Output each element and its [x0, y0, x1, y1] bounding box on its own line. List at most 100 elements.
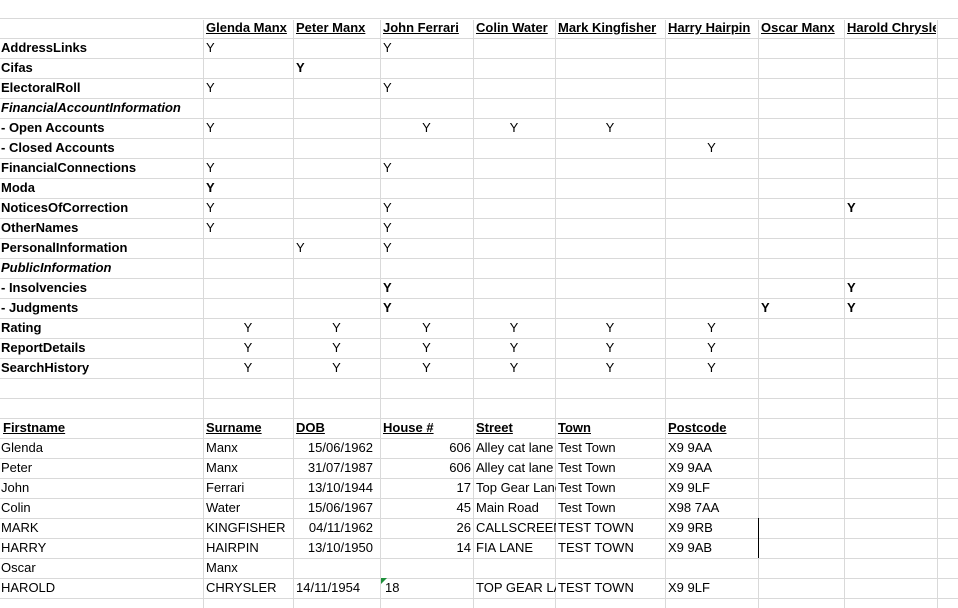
cell-flag[interactable]: Y: [422, 360, 431, 375]
person-header[interactable]: Harold Chrysler: [847, 20, 936, 35]
address-cell[interactable]: 45: [456, 500, 471, 515]
cell-flag[interactable]: Y: [206, 200, 215, 215]
person-header[interactable]: Harry Hairpin: [668, 20, 751, 35]
cell-flag[interactable]: Y: [243, 360, 253, 375]
row-label[interactable]: NoticesOfCorrection: [1, 200, 129, 215]
address-cell[interactable]: Manx: [206, 440, 238, 455]
cell-flag[interactable]: Y: [383, 160, 392, 175]
cell-flag[interactable]: Y: [605, 340, 615, 355]
address-header[interactable]: Surname: [206, 420, 262, 435]
address-cell[interactable]: X98 7AA: [668, 500, 720, 515]
address-cell[interactable]: 15/06/1962: [307, 440, 373, 455]
address-cell[interactable]: X9 9LF: [668, 580, 710, 595]
cell-flag[interactable]: Y: [422, 120, 431, 135]
cell-flag[interactable]: Y: [422, 320, 431, 335]
cell-flag[interactable]: Y: [383, 240, 392, 255]
address-header[interactable]: Postcode: [668, 420, 727, 435]
cell-flag[interactable]: Y: [707, 140, 716, 155]
cell-flag[interactable]: Y: [707, 360, 716, 375]
address-header[interactable]: House #: [383, 420, 434, 435]
row-label[interactable]: FinancialConnections: [1, 160, 137, 175]
person-header[interactable]: Colin Water: [476, 20, 548, 35]
row-label[interactable]: SearchHistory: [1, 360, 90, 375]
cell-flag[interactable]: Y: [422, 340, 431, 355]
row-label[interactable]: - Judgments: [1, 300, 79, 315]
address-cell[interactable]: Oscar: [1, 560, 36, 575]
cell-flag[interactable]: Y: [847, 280, 856, 295]
cell-flag[interactable]: Y: [707, 340, 716, 355]
cell-flag[interactable]: Y: [296, 60, 305, 75]
row-label[interactable]: - Insolvencies: [1, 280, 87, 295]
address-header[interactable]: Street: [476, 420, 513, 435]
address-cell[interactable]: TEST TOWN: [558, 540, 634, 555]
cell-flag[interactable]: Y: [243, 340, 253, 355]
row-label[interactable]: PersonalInformation: [1, 240, 128, 255]
cell-flag[interactable]: Y: [383, 280, 392, 295]
address-cell[interactable]: 606: [449, 460, 471, 475]
address-cell[interactable]: 14: [456, 540, 471, 555]
address-header[interactable]: Firstname: [3, 420, 66, 435]
address-cell[interactable]: CALLSCREEN: [476, 520, 556, 535]
cell-flag[interactable]: Y: [707, 320, 716, 335]
address-cell[interactable]: John: [1, 480, 30, 495]
cell-flag[interactable]: Y: [206, 180, 215, 195]
cell-flag[interactable]: Y: [383, 40, 392, 55]
row-label[interactable]: AddressLinks: [1, 40, 87, 55]
cell-flag[interactable]: Y: [332, 320, 341, 335]
cell-flag[interactable]: Y: [243, 320, 253, 335]
cell-flag[interactable]: Y: [383, 220, 392, 235]
address-cell[interactable]: Top Gear Lane: [476, 480, 556, 495]
cell-flag[interactable]: Y: [206, 80, 215, 95]
address-cell[interactable]: Alley cat lane: [476, 440, 554, 455]
address-cell[interactable]: 13/10/1944: [307, 480, 373, 495]
cell-flag[interactable]: Y: [605, 360, 615, 375]
cell-flag[interactable]: Y: [206, 160, 215, 175]
cell-flag[interactable]: Y: [206, 120, 215, 135]
cell-flag[interactable]: Y: [383, 300, 392, 315]
address-cell[interactable]: Main Road: [476, 500, 539, 515]
address-cell[interactable]: 13/10/1950: [307, 540, 373, 555]
address-cell[interactable]: Peter: [1, 460, 33, 475]
address-cell[interactable]: Water: [206, 500, 241, 515]
address-cell[interactable]: X9 9AB: [668, 540, 713, 555]
address-cell[interactable]: TEST TOWN: [558, 520, 634, 535]
person-header[interactable]: Peter Manx: [296, 20, 366, 35]
cell-flag[interactable]: Y: [509, 120, 519, 135]
address-cell[interactable]: CHRYSLER: [206, 580, 277, 595]
row-label[interactable]: Moda: [1, 180, 35, 195]
address-cell[interactable]: 17: [456, 480, 471, 495]
cell-flag[interactable]: Y: [296, 240, 305, 255]
address-cell[interactable]: TOP GEAR LANE: [476, 580, 556, 595]
address-cell[interactable]: Alley cat lane: [476, 460, 554, 475]
row-label[interactable]: Rating: [1, 320, 42, 335]
cell-flag[interactable]: Y: [206, 40, 215, 55]
cell-flag[interactable]: Y: [847, 200, 856, 215]
address-cell[interactable]: X9 9AA: [668, 460, 713, 475]
cell-flag[interactable]: Y: [605, 320, 615, 335]
address-header[interactable]: DOB: [296, 420, 325, 435]
address-cell[interactable]: X9 9AA: [668, 440, 713, 455]
address-cell[interactable]: 606: [449, 440, 471, 455]
address-cell[interactable]: FIA LANE: [476, 540, 534, 555]
cell-flag[interactable]: Y: [383, 80, 392, 95]
address-cell[interactable]: 26: [456, 520, 471, 535]
address-cell[interactable]: 15/06/1967: [307, 500, 373, 515]
cell-flag[interactable]: Y: [509, 360, 519, 375]
row-label[interactable]: OtherNames: [1, 220, 79, 235]
address-cell[interactable]: Test Town: [558, 480, 616, 495]
cell-flag[interactable]: Y: [383, 200, 392, 215]
address-cell[interactable]: Manx: [206, 560, 238, 575]
address-cell[interactable]: TEST TOWN: [558, 580, 634, 595]
row-label[interactable]: Cifas: [1, 60, 33, 75]
address-cell[interactable]: Test Town: [558, 500, 616, 515]
cell-flag[interactable]: Y: [206, 220, 215, 235]
address-cell[interactable]: 04/11/1962: [308, 520, 373, 535]
row-label[interactable]: ElectoralRoll: [1, 80, 81, 95]
row-label[interactable]: - Open Accounts: [1, 120, 105, 135]
person-header[interactable]: John Ferrari: [383, 20, 459, 35]
address-cell[interactable]: Test Town: [558, 440, 616, 455]
address-cell[interactable]: Glenda: [1, 440, 43, 455]
address-cell[interactable]: 31/07/1987: [307, 460, 373, 475]
cell-flag[interactable]: Y: [847, 300, 856, 315]
person-header[interactable]: Glenda Manx: [206, 20, 287, 35]
